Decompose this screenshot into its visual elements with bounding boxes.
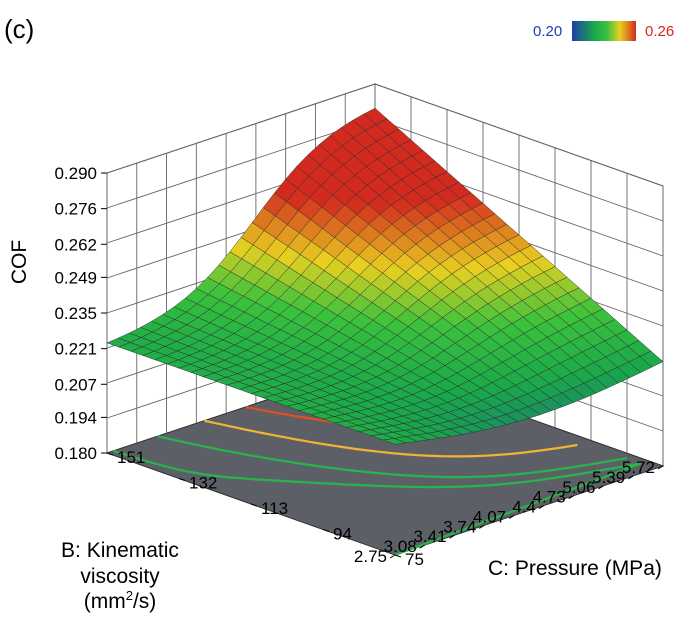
b-axis-title-line2: viscosity xyxy=(80,565,160,588)
z-tick-label: 0.180 xyxy=(54,444,97,463)
b-tick-label: 4.73 xyxy=(533,488,566,507)
b-tick-label: 5.72 xyxy=(622,458,655,477)
response-surface xyxy=(106,107,664,445)
b-tick-mark xyxy=(657,465,664,470)
colorbar: 0.20 0.26 xyxy=(533,21,674,41)
c-tick-label: 113 xyxy=(261,499,288,518)
z-tick-label: 0.262 xyxy=(54,235,97,254)
floor-contour-plane xyxy=(105,363,665,557)
c-tick-mark xyxy=(250,503,258,507)
b-tick-label: 5.39 xyxy=(592,468,625,487)
c-tick-label: 75 xyxy=(405,550,424,569)
b-tick-label: 5.06 xyxy=(562,478,595,497)
z-tick-label: 0.194 xyxy=(54,408,97,427)
b-tick-mark xyxy=(419,544,426,549)
b-tick-mark xyxy=(598,485,604,490)
z-tick-label: 0.290 xyxy=(54,164,97,183)
b-tick-mark xyxy=(627,475,634,480)
c-tick-label: 151 xyxy=(117,448,145,467)
c-tick-mark xyxy=(322,529,330,532)
c-tick-label: 94 xyxy=(333,525,352,544)
floor-contour xyxy=(204,419,578,458)
b-tick-label: 3.74 xyxy=(443,517,476,536)
z-tick-label: 0.249 xyxy=(54,268,97,287)
floor-contour xyxy=(157,435,628,479)
z-axis-title: COF xyxy=(8,240,31,284)
b-tick-mark xyxy=(389,554,396,559)
c-tick-mark xyxy=(106,452,114,456)
b-axis-title-line3: (mm2/s) xyxy=(84,588,157,613)
b-tick-label: 2.75 xyxy=(354,547,387,566)
c-axis-title: C: Pressure (MPa) xyxy=(488,557,662,580)
b-tick-mark xyxy=(538,505,545,509)
b-tick-label: 4.07 xyxy=(473,507,506,526)
c-tick-mark xyxy=(178,478,186,481)
floor-contour xyxy=(113,449,642,557)
panel-label: (c) xyxy=(4,14,34,44)
colorbar-max-label: 0.26 xyxy=(645,23,674,40)
axes: 0.180 0.194 0.207 0.221 0.235 0.249 0.262 0.276… xyxy=(54,164,664,569)
colorbar-min-label: 0.20 xyxy=(533,23,562,40)
b-tick-mark xyxy=(568,495,574,500)
z-tick-label: 0.221 xyxy=(54,340,97,359)
b-tick-mark xyxy=(508,515,515,519)
b-tick-label: 3.08 xyxy=(384,537,417,556)
z-tick-label: 0.276 xyxy=(54,200,97,219)
c-tick-label: 132 xyxy=(189,474,217,493)
b-tick-mark xyxy=(479,524,485,529)
b-tick-label: 3.41 xyxy=(413,527,446,546)
b-tick-label: 4.4 xyxy=(512,498,536,517)
surface-cell xyxy=(382,438,407,445)
b-tick-mark xyxy=(449,534,455,539)
b-axis-title-line1: B: Kinematic xyxy=(61,539,179,562)
z-tick-label: 0.207 xyxy=(54,375,97,394)
c-tick-mark xyxy=(394,554,402,558)
z-tick-label: 0.235 xyxy=(54,304,97,323)
colorbar-gradient xyxy=(572,21,636,41)
b-axis-title: B: Kinematic viscosity (mm2/s) xyxy=(61,539,179,613)
